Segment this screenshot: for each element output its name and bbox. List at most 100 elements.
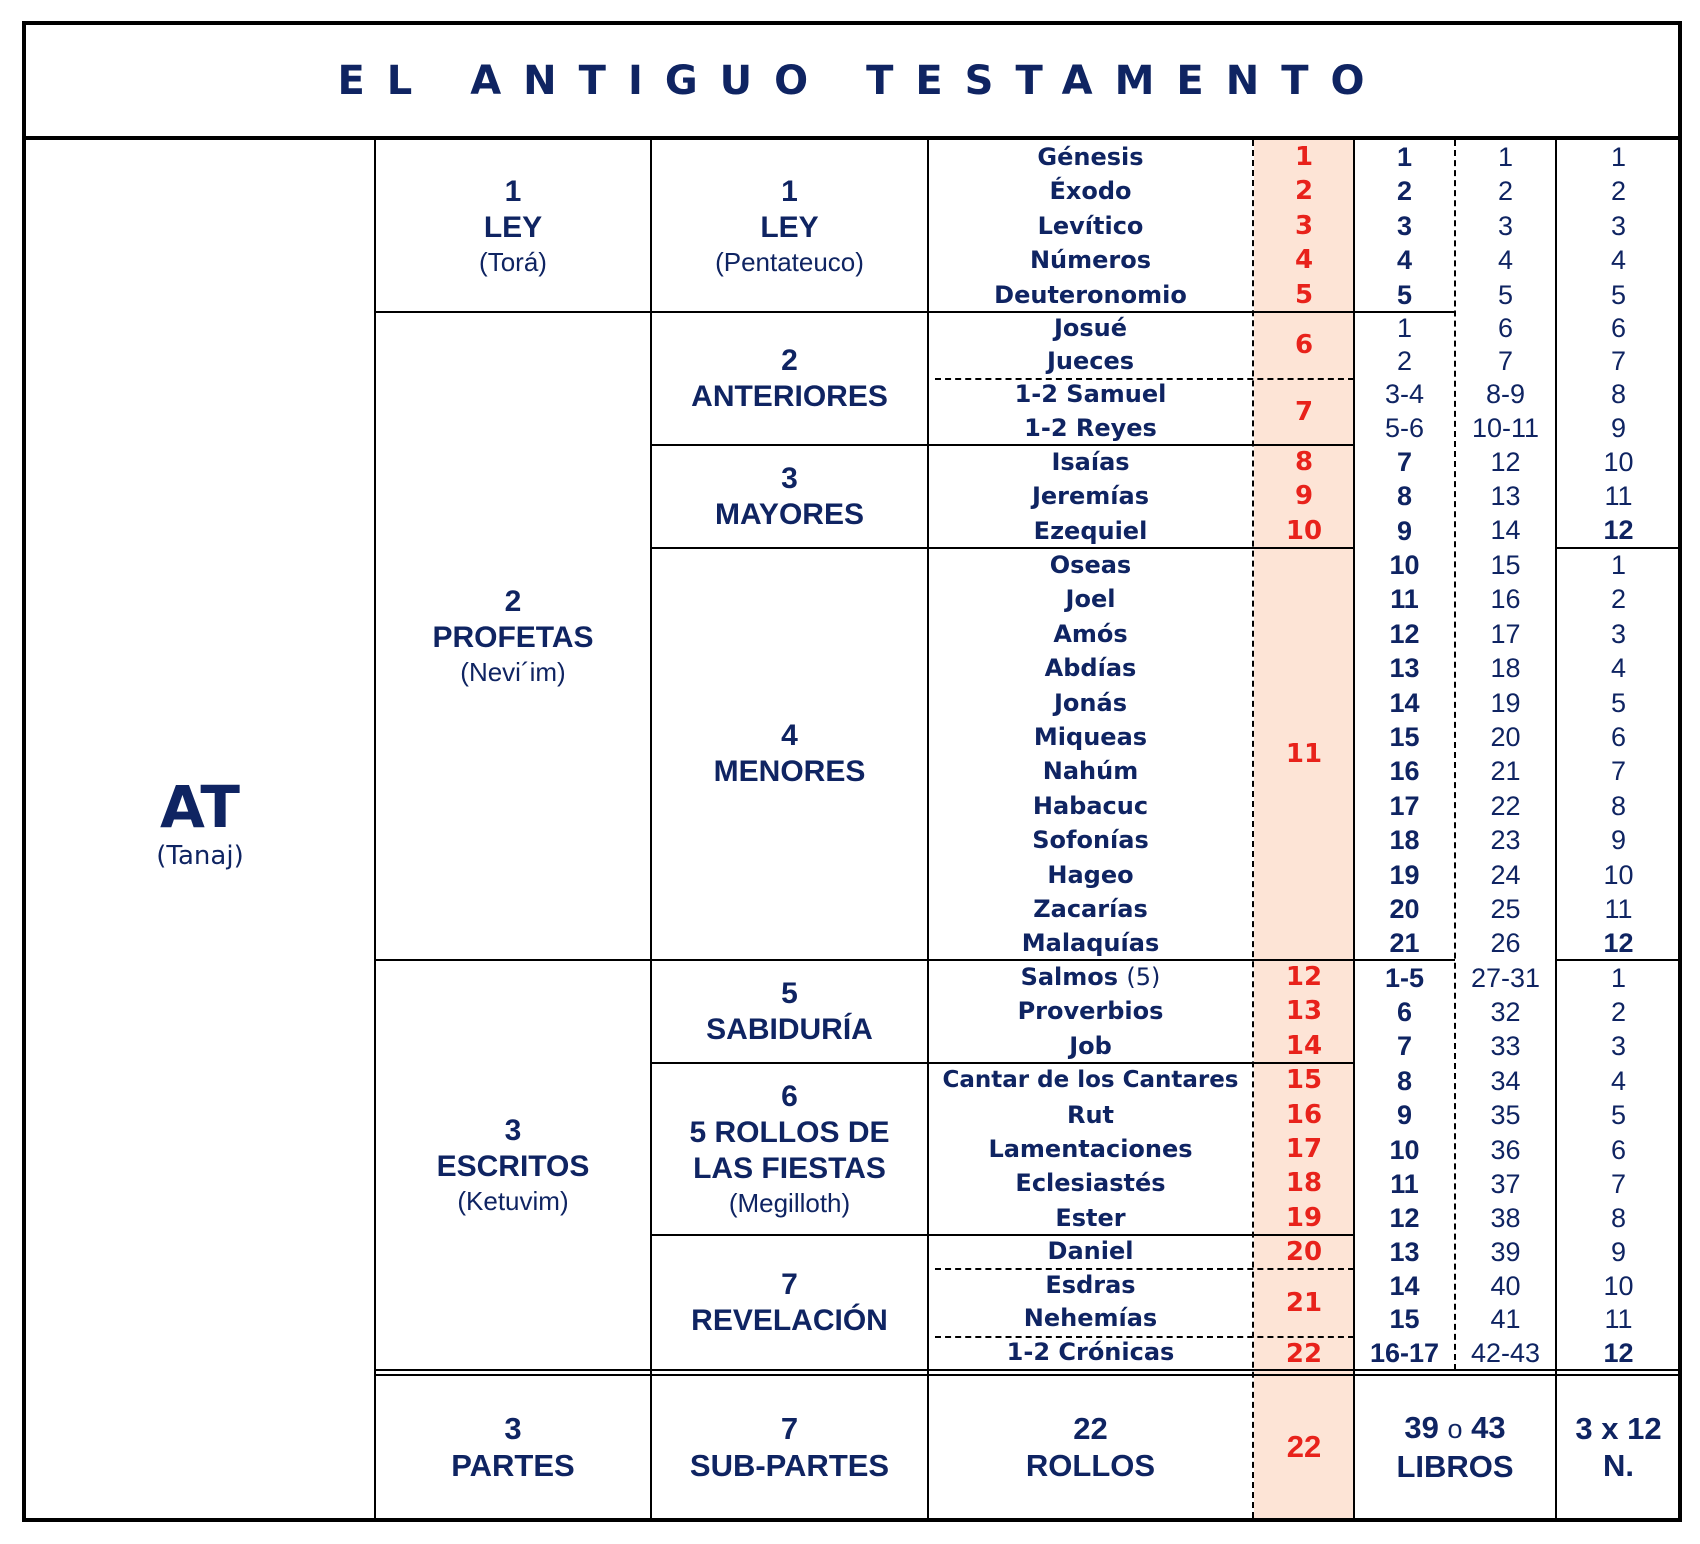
divider-dashed [1252,140,1254,1518]
divider [375,959,651,961]
book-name: Joel [1065,585,1116,614]
book-name: Lamentaciones [988,1134,1193,1163]
summary-divider [375,1374,1680,1376]
rollo-number: 19 [1285,1202,1323,1233]
subpart-menores: 4 MENORES [713,719,866,788]
book-name: Salmos (5) [1020,963,1161,991]
book-name: Deuteronomio [994,280,1187,309]
rollo-column-shade [1254,140,1354,1518]
numbering-col-1: 10 11 12 13 14 15 16 17 18 19 20 21 1-5 … [1369,550,1440,1368]
divider [375,311,651,313]
book-name: Daniel [1047,1237,1134,1265]
divider-dashed [1454,140,1456,1370]
page-title: EL ANTIGUO TESTAMENTO [337,57,1387,104]
divider [651,959,1455,961]
divider [1555,140,1557,1518]
books-ley: Génesis Éxodo Levítico Números Deuterono… [929,140,1252,312]
rollo-number: 4 [1294,245,1314,276]
summary-partes: 3 PARTES [451,1411,575,1483]
rollos-ley: 1 2 3 4 5 [1254,140,1354,312]
at-sublabel: (Tanaj) [156,841,244,871]
rollo-number: 5 [1294,279,1314,310]
book-name: Levítico [1037,211,1144,240]
rollo-number: 14 [1285,1030,1323,1061]
table-frame [22,21,1682,1522]
summary-rollo-total: 22 [1286,1429,1322,1464]
subpart-anteriores: 2 ANTERIORES [691,343,888,413]
book-name: Nahúm [1042,757,1139,786]
rollo-number: 7 [1294,397,1314,427]
rollo-number: 1 [1294,142,1314,172]
book-name: Abdías [1044,654,1137,683]
rollos-mayores: 8 9 10 [1254,445,1354,548]
divider-dashed [935,1336,1354,1338]
book-name: 1-2 Crónicas [1006,1338,1175,1367]
book-name: Números [1029,246,1152,275]
divider [651,1062,1354,1064]
book-name: Job [1069,1031,1112,1060]
book-name: Amós [1053,619,1128,648]
rollo-number: 13 [1285,996,1323,1027]
rollo-number: 12 [1285,962,1323,992]
rollo-number: 17 [1285,1133,1323,1164]
book-name: Jueces [1046,347,1135,376]
rollo-number: 21 [1285,1287,1323,1318]
subpart-rollos-fiestas: 6 5 ROLLOS DE LAS FIESTAS (Megilloth) [689,1080,890,1218]
divider [651,1234,1354,1236]
divider [651,547,1354,549]
summary-libros: 39 o 43 LIBROS [1396,1410,1514,1484]
divider-dashed [935,378,1354,380]
divider [927,140,929,1518]
book-name: Proverbios [1017,997,1164,1026]
rollo-number: 6 [1294,330,1314,360]
divider-dashed [935,1268,1354,1270]
summary-n: 3 x 12 N. [1575,1411,1662,1483]
books-escritos: Salmos (5) Proverbios Job Cantar de los … [929,960,1252,1235]
book-name: Oseas [1049,551,1132,579]
at-cell: AT (Tanaj) [26,140,374,1518]
book-name: Nehemías [1023,1304,1158,1333]
book-name: Miqueas [1033,722,1148,751]
book-name: Habacuc [1032,791,1149,820]
book-name: Ester [1055,1203,1126,1232]
divider [1353,140,1355,1518]
book-name: 1-2 Samuel [1014,380,1167,409]
rollo-number: 22 [1285,1338,1323,1369]
rollo-number: 16 [1285,1099,1323,1130]
part-profetas: 2 PROFETAS (Nevi´im) [432,585,594,687]
part-ley: 1 LEY (Torá) [479,175,547,277]
subpart-mayores: 3 MAYORES [715,461,864,531]
summary-rollos: 22 ROLLOS [1025,1411,1156,1483]
book-name: Eclesiastés [1015,1169,1166,1198]
divider [650,140,652,1518]
numbering-col-1: 1 2 3-4 5-6 7 8 9 [1384,313,1425,546]
subpart-sabiduria: 5 SABIDURÍA [706,976,873,1046]
book-name: Ezequiel [1033,516,1148,545]
numbering-col-2: 15 16 17 18 19 20 21 22 23 24 25 26 27-3… [1470,550,1541,1368]
book-name: Génesis [1037,143,1144,171]
rollo-number: 10 [1285,515,1323,546]
book-name: Jonás [1054,688,1127,717]
divider [374,140,376,1518]
divider [1556,547,1680,549]
numbering-col-1: 1 2 3 4 5 [1396,142,1413,310]
subpart-revelacion: 7 REVELACIÓN [691,1267,888,1337]
numbering-col-3: 1 2 3 4 5 6 7 8 9 10 11 12 [1603,142,1634,546]
rollos-escritos: 12 13 14 15 16 17 18 19 [1254,960,1354,1235]
divider [651,311,1455,313]
books-mayores: Isaías Jeremías Ezequiel [929,445,1252,548]
numbering-col-2: 1 2 3 4 5 6 7 8-9 10-11 12 13 14 [1471,142,1540,546]
books-menores: Oseas Joel Amós Abdías Jonás Miqueas Nah… [929,548,1252,961]
subpart-ley: 1 LEY (Pentateuco) [715,175,864,277]
rollo-number: 11 [1285,739,1323,769]
rollo-number: 20 [1285,1236,1323,1267]
book-name: Isaías [1051,448,1130,476]
part-escritos: 3 ESCRITOS (Ketuvim) [436,1114,590,1216]
book-name: Hageo [1047,860,1134,889]
summary-subpartes: 7 SUB-PARTES [689,1411,890,1483]
books-revelacion: Daniel Esdras Nehemías 1-2 Crónicas [929,1235,1252,1370]
summary-divider [375,1369,1680,1371]
rollo-number: 18 [1285,1168,1323,1199]
books-anteriores: Josué Jueces 1-2 Samuel 1-2 Reyes [929,312,1252,445]
title-divider [22,136,1682,140]
